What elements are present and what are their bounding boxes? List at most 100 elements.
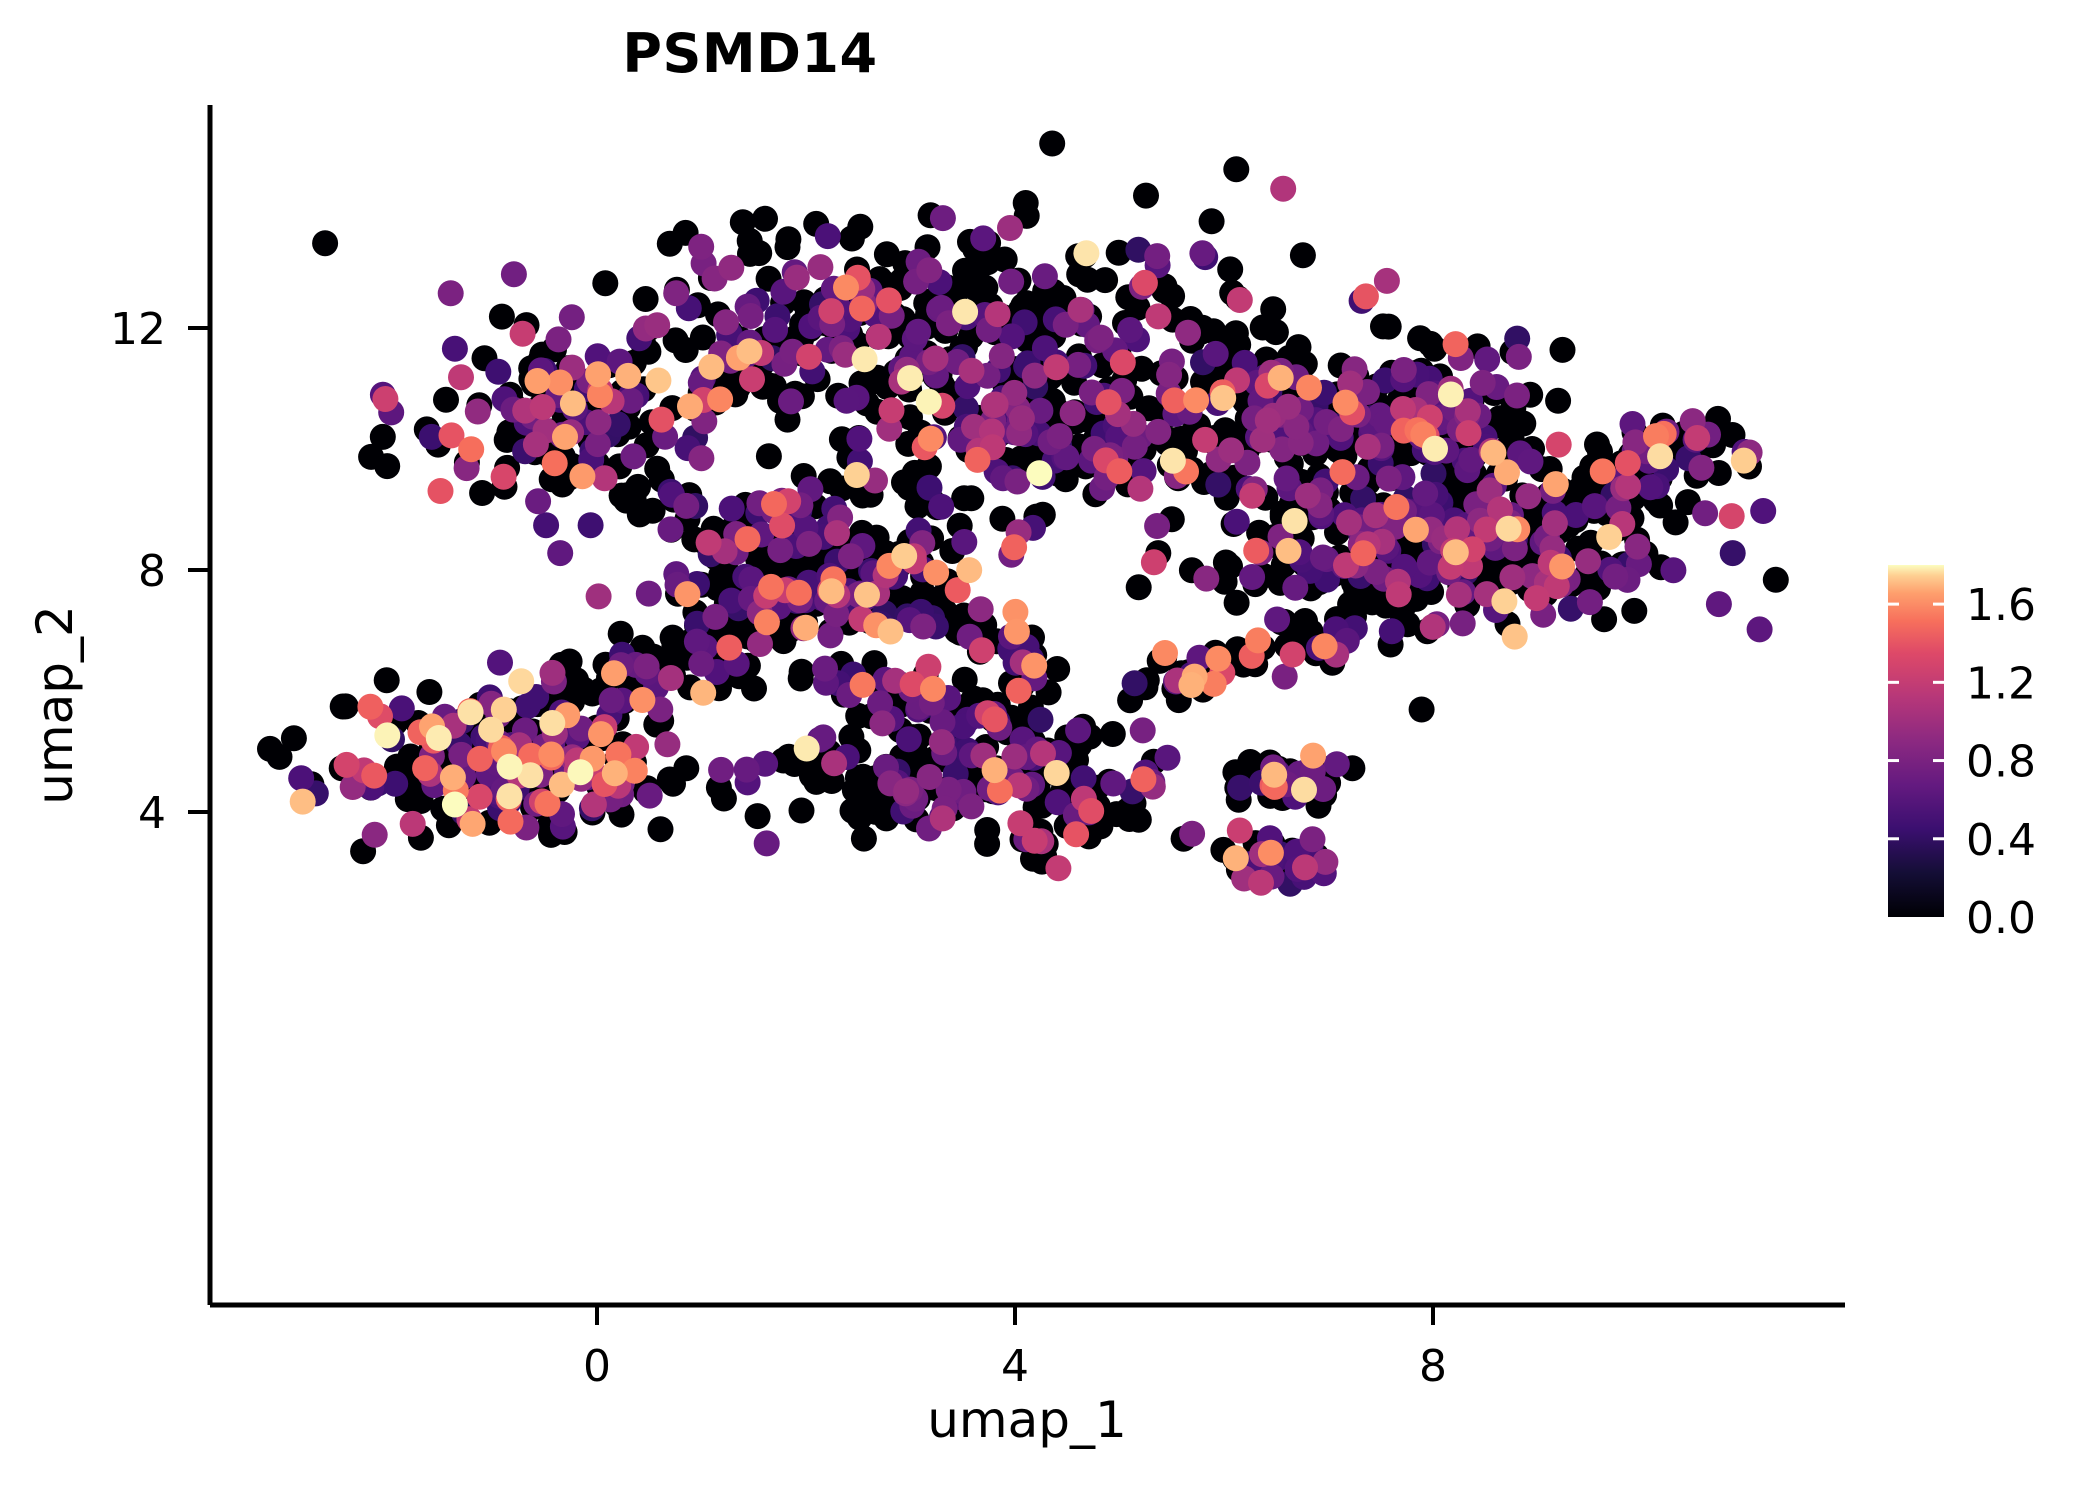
scatter-point	[1021, 652, 1048, 679]
scatter-point	[997, 215, 1023, 241]
scatter-point	[1267, 364, 1294, 391]
scatter-point	[753, 609, 780, 636]
scatter-point	[702, 603, 729, 630]
scatter-point	[910, 613, 937, 640]
scatter-point	[1576, 589, 1603, 616]
scatter-point	[1445, 581, 1472, 608]
scatter-point	[1624, 533, 1651, 560]
scatter-point	[522, 431, 549, 458]
scatter-point	[1442, 539, 1469, 566]
scatter-point	[1622, 429, 1649, 456]
scatter-point	[787, 665, 814, 692]
scatter-point	[733, 756, 760, 783]
scatter-point	[1378, 618, 1405, 645]
scatter-point	[464, 398, 491, 425]
scatter-point	[867, 690, 894, 717]
scatter-point	[1205, 471, 1232, 498]
scatter-point	[418, 423, 445, 450]
scatter-point	[1046, 423, 1073, 450]
scatter-point	[1039, 130, 1066, 157]
scatter-point	[1515, 483, 1542, 510]
scatter-point	[1312, 848, 1339, 875]
scatter-point	[1300, 742, 1327, 769]
scatter-point	[970, 225, 997, 252]
scatter-point	[1202, 340, 1229, 367]
scatter-point	[588, 721, 614, 748]
scatter-point	[1127, 475, 1154, 502]
scatter-point	[1117, 317, 1144, 343]
scatter-point	[909, 579, 936, 606]
scatter-point	[758, 573, 785, 600]
scatter-point	[1261, 761, 1288, 788]
scatter-point	[1541, 510, 1568, 537]
y-tick-label: 4	[138, 788, 166, 839]
scatter-point	[645, 367, 672, 394]
scatter-point	[425, 725, 452, 751]
scatter-point	[1299, 826, 1326, 853]
scatter-point	[469, 480, 496, 506]
scatter-point	[1614, 450, 1641, 477]
scatter-point	[1449, 610, 1476, 637]
scatter-point	[1309, 544, 1336, 571]
scatter-point	[821, 750, 848, 777]
scatter-point	[1063, 821, 1090, 848]
scatter-point	[785, 579, 812, 606]
scatter-point	[289, 788, 316, 815]
scatter-point	[1273, 465, 1300, 492]
scatter-point	[1248, 869, 1274, 896]
scatter-point	[1007, 810, 1034, 837]
colorbar-gradient	[1888, 565, 1944, 917]
scatter-point	[644, 312, 671, 339]
scatter-point	[761, 491, 787, 517]
scatter-point	[673, 492, 700, 519]
scatter-point	[1719, 540, 1746, 567]
scatter-point	[1095, 389, 1122, 416]
scatter-point	[718, 495, 745, 522]
scatter-point	[648, 406, 675, 433]
scatter-point	[929, 805, 956, 832]
scatter-point	[688, 233, 715, 260]
scatter-point	[1419, 613, 1446, 640]
scatter-point	[929, 205, 956, 232]
scatter-point	[373, 667, 400, 694]
scatter-point	[1223, 156, 1250, 183]
scatter-point	[1001, 534, 1028, 561]
scatter-point	[656, 766, 683, 793]
scatter-point	[585, 583, 612, 610]
scatter-point	[1283, 413, 1310, 440]
scatter-point	[457, 699, 484, 726]
scatter-point	[981, 706, 1008, 733]
scatter-point	[1125, 574, 1152, 601]
y-axis-label: umap_2	[26, 605, 84, 805]
scatter-point	[897, 365, 923, 392]
scatter-point	[1688, 454, 1715, 481]
scatter-point	[1615, 473, 1642, 500]
scatter-point	[1705, 591, 1732, 618]
scatter-point	[497, 808, 524, 835]
scatter-point	[1480, 439, 1507, 466]
scatter-point	[357, 693, 384, 720]
scatter-point	[695, 529, 722, 556]
scatter-point	[850, 763, 877, 790]
scatter-point	[1455, 420, 1482, 447]
scatter-point	[1144, 513, 1171, 539]
scatter-point	[592, 270, 619, 297]
scatter-point	[585, 361, 612, 388]
scatter-point	[1296, 374, 1322, 401]
scatter-point	[1370, 313, 1396, 340]
x-axis-label: umap_1	[927, 1391, 1127, 1449]
scatter-point	[1026, 460, 1053, 487]
scatter-point	[466, 783, 493, 810]
scatter-point	[361, 821, 388, 848]
scatter-point	[1001, 379, 1028, 406]
scatter-point	[1373, 267, 1400, 294]
scatter-point	[1249, 314, 1276, 341]
scatter-point	[1140, 549, 1167, 576]
scatter-point	[1523, 585, 1550, 612]
scatter-point	[1004, 468, 1031, 495]
scatter-point	[878, 397, 905, 424]
scatter-point	[1106, 458, 1133, 485]
scatter-point	[1473, 516, 1500, 543]
